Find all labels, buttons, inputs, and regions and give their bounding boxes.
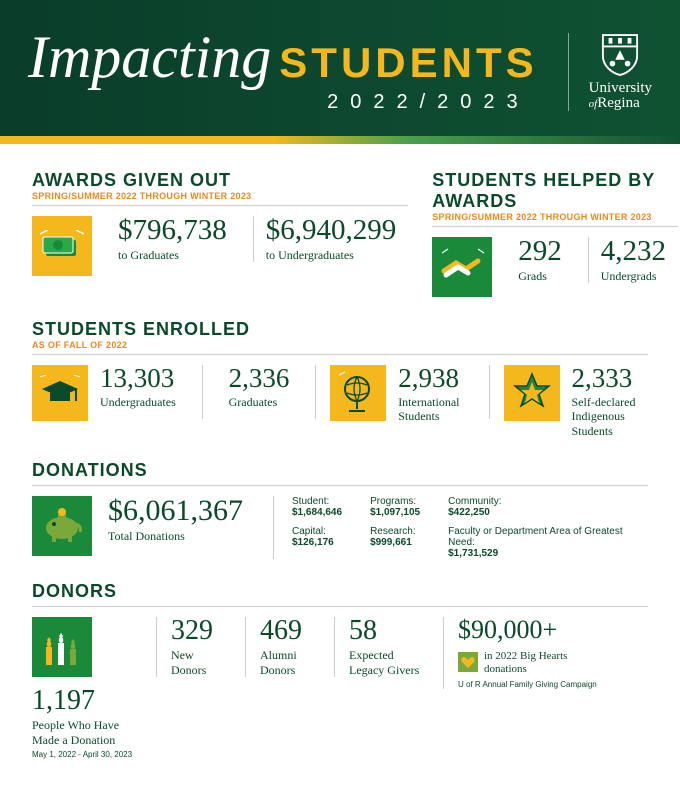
accent-bar xyxy=(0,136,680,144)
enrolled-subheading: AS OF FALL OF 2022 xyxy=(32,340,648,355)
helped-grads: 292 xyxy=(518,237,562,266)
donors-d1-tiny: May 1, 2022 - April 30, 2023 xyxy=(32,750,142,759)
awards-section: AWARDS GIVEN OUT SPRING/SUMMER 2022 THRO… xyxy=(32,170,408,297)
donors-d4-lbl: Expected Legacy Givers xyxy=(349,648,429,677)
title-script: Impacting xyxy=(28,30,271,84)
enrolled-intl-val: 2,938 xyxy=(398,365,462,392)
awards-subheading: SPRING/SUMMER 2022 THROUGH WINTER 2023 xyxy=(32,191,408,206)
donors-d3-val: 469 xyxy=(260,617,320,645)
donors-d5-tiny: U of R Annual Family Giving Campaign xyxy=(458,680,597,689)
university-logo: University ofRegina xyxy=(568,33,652,111)
awards-undergrad-label: to Undergraduates xyxy=(266,248,397,262)
globe-icon xyxy=(330,365,386,421)
enrolled-undergrad-val: 13,303 xyxy=(100,365,176,392)
enrolled-grad-lbl: Graduates xyxy=(229,395,290,409)
header: Impacting STUDENTS 2022/2023 University … xyxy=(0,0,680,136)
title-bold: STUDENTS xyxy=(279,39,537,87)
enrolled-indig-val: 2,333 xyxy=(572,365,636,392)
donations-total-label: Total Donations xyxy=(108,529,243,543)
donors-heading: DONORS xyxy=(32,581,648,607)
donors-d5-lbl: in 2022 Big Hearts donations xyxy=(484,650,574,676)
helped-undergrads-label: Undergrads xyxy=(601,269,666,283)
donors-d1-val: 1,197 xyxy=(32,685,95,716)
money-icon xyxy=(32,216,92,276)
header-title-block: Impacting STUDENTS 2022/2023 xyxy=(28,30,538,114)
content: AWARDS GIVEN OUT SPRING/SUMMER 2022 THRO… xyxy=(0,144,680,787)
donors-d1-lbl: People Who Have Made a Donation xyxy=(32,718,142,747)
awards-grad-label: to Graduates xyxy=(118,248,227,262)
piggybank-icon xyxy=(32,496,92,556)
enrolled-indig-lbl: Self-declared Indigenous Students xyxy=(572,395,636,438)
enrolled-heading: STUDENTS ENROLLED xyxy=(32,319,648,340)
shield-icon xyxy=(601,33,639,77)
donors-d4-val: 58 xyxy=(349,617,429,645)
hands-icon xyxy=(32,617,92,677)
handshake-icon xyxy=(432,237,492,297)
helped-grads-label: Grads xyxy=(518,269,562,283)
donations-breakdown: Student:$1,684,646 Programs:$1,097,105 C… xyxy=(273,496,648,559)
donors-d2-val: 329 xyxy=(171,617,231,645)
donations-total: $6,061,367 xyxy=(108,496,243,526)
awards-heading: AWARDS GIVEN OUT xyxy=(32,170,408,191)
gradcap-icon xyxy=(32,365,88,421)
enrolled-intl-lbl: International Students xyxy=(398,395,462,424)
donors-section: DONORS 1,197 xyxy=(32,581,648,759)
donors-d2-lbl: New Donors xyxy=(171,648,231,677)
awards-grad-amount: $796,738 xyxy=(118,216,227,245)
helped-subheading: SPRING/SUMMER 2022 THROUGH WINTER 2023 xyxy=(432,212,678,227)
university-name: University ofRegina xyxy=(589,81,652,111)
enrolled-grad-val: 2,336 xyxy=(229,365,290,392)
helped-section: STUDENTS HELPED BY AWARDS SPRING/SUMMER … xyxy=(432,170,678,297)
donors-d5-val: $90,000+ xyxy=(458,617,597,643)
title-year: 2022/2023 xyxy=(28,91,538,114)
enrolled-undergrad-lbl: Undergraduates xyxy=(100,395,176,409)
donors-d3-lbl: Alumni Donors xyxy=(260,648,320,677)
helped-heading: STUDENTS HELPED BY AWARDS xyxy=(432,170,678,212)
star-icon xyxy=(504,365,560,421)
helped-undergrads: 4,232 xyxy=(601,237,666,266)
awards-undergrad-amount: $6,940,299 xyxy=(266,216,397,245)
heart-icon xyxy=(458,652,478,672)
enrolled-section: STUDENTS ENROLLED AS OF FALL OF 2022 13,… xyxy=(32,319,648,438)
donations-heading: DONATIONS xyxy=(32,460,648,486)
donations-section: DONATIONS $6,061,367 Total D xyxy=(32,460,648,559)
